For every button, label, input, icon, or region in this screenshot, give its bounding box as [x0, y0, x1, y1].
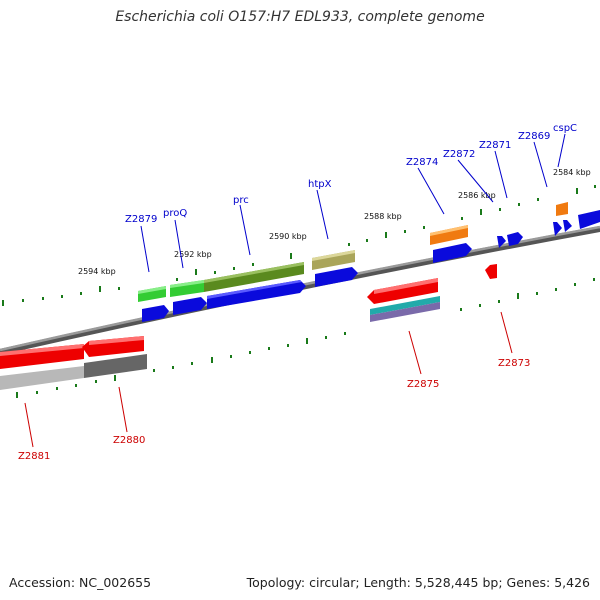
gene-arrow-htpx[interactable]	[315, 267, 358, 287]
gene-label[interactable]: Z2881	[18, 451, 50, 462]
reverse-leader-lines	[24, 311, 513, 448]
gene-label[interactable]: cspC	[553, 123, 577, 134]
tick-label: 2584 kbp	[553, 168, 591, 177]
gene-label[interactable]: proQ	[163, 208, 187, 219]
gene-label[interactable]: Z2869	[518, 131, 550, 142]
gene-label[interactable]: prc	[233, 195, 249, 206]
gene-arrow-cspc[interactable]	[563, 220, 572, 232]
gene-arrow-edge[interactable]	[578, 210, 600, 229]
gene-bar-z2875-cyan[interactable]	[370, 296, 440, 315]
gene-label[interactable]: Z2880	[113, 435, 145, 446]
gene-bar-z2875-purple[interactable]	[370, 302, 440, 322]
gene-arrow-proq[interactable]	[173, 297, 207, 315]
gene-label[interactable]: Z2879	[125, 214, 157, 225]
outer-tick-dots	[2, 185, 596, 306]
tick-label: 2590 kbp	[269, 232, 307, 241]
reverse-gene-labels: Z2881 Z2880 Z2875 Z2873	[18, 358, 530, 462]
gene-label[interactable]: Z2875	[407, 379, 439, 390]
gene-arrow-z2873[interactable]	[485, 264, 497, 279]
map-title: Escherichia coli O157:H7 EDL933, complet…	[115, 9, 485, 25]
forward-features[interactable]	[138, 202, 600, 322]
gene-arrow-z2871[interactable]	[507, 232, 523, 246]
tick-label: 2592 kbp	[174, 250, 212, 259]
reverse-features[interactable]	[0, 264, 497, 390]
gene-bar-z2881-rna[interactable]	[0, 366, 84, 390]
gene-feature-cspc-rna[interactable]	[556, 202, 568, 216]
gene-label[interactable]: Z2874	[406, 157, 438, 168]
tick-labels: 2594 kbp 2592 kbp 2590 kbp 2588 kbp 2586…	[78, 168, 591, 276]
accession-text: Accession: NC_002655	[9, 575, 152, 590]
gene-arrow-z2872[interactable]	[497, 236, 506, 248]
gene-label[interactable]: Z2871	[479, 140, 511, 151]
forward-leader-lines	[140, 133, 566, 273]
gene-bar-z2880-rna[interactable]	[84, 354, 147, 378]
gene-arrow-z2879[interactable]	[142, 305, 169, 322]
gene-label[interactable]: htpX	[308, 179, 332, 190]
gene-arrow-prc[interactable]	[207, 280, 306, 309]
gene-arrow-z2869[interactable]	[553, 222, 562, 236]
tick-label: 2588 kbp	[364, 212, 402, 221]
forward-gene-labels: Z2879 proQ prc htpX Z2874 Z2872 Z2871 Z2…	[125, 123, 577, 225]
tick-label: 2586 kbp	[458, 191, 496, 200]
tick-label: 2594 kbp	[78, 267, 116, 276]
inner-tick-dots	[16, 278, 595, 398]
genome-summary-text: Topology: circular; Length: 5,528,445 bp…	[246, 575, 590, 590]
gene-label[interactable]: Z2872	[443, 149, 475, 160]
gene-arrow-z2874[interactable]	[433, 243, 472, 263]
gene-label[interactable]: Z2873	[498, 358, 530, 369]
